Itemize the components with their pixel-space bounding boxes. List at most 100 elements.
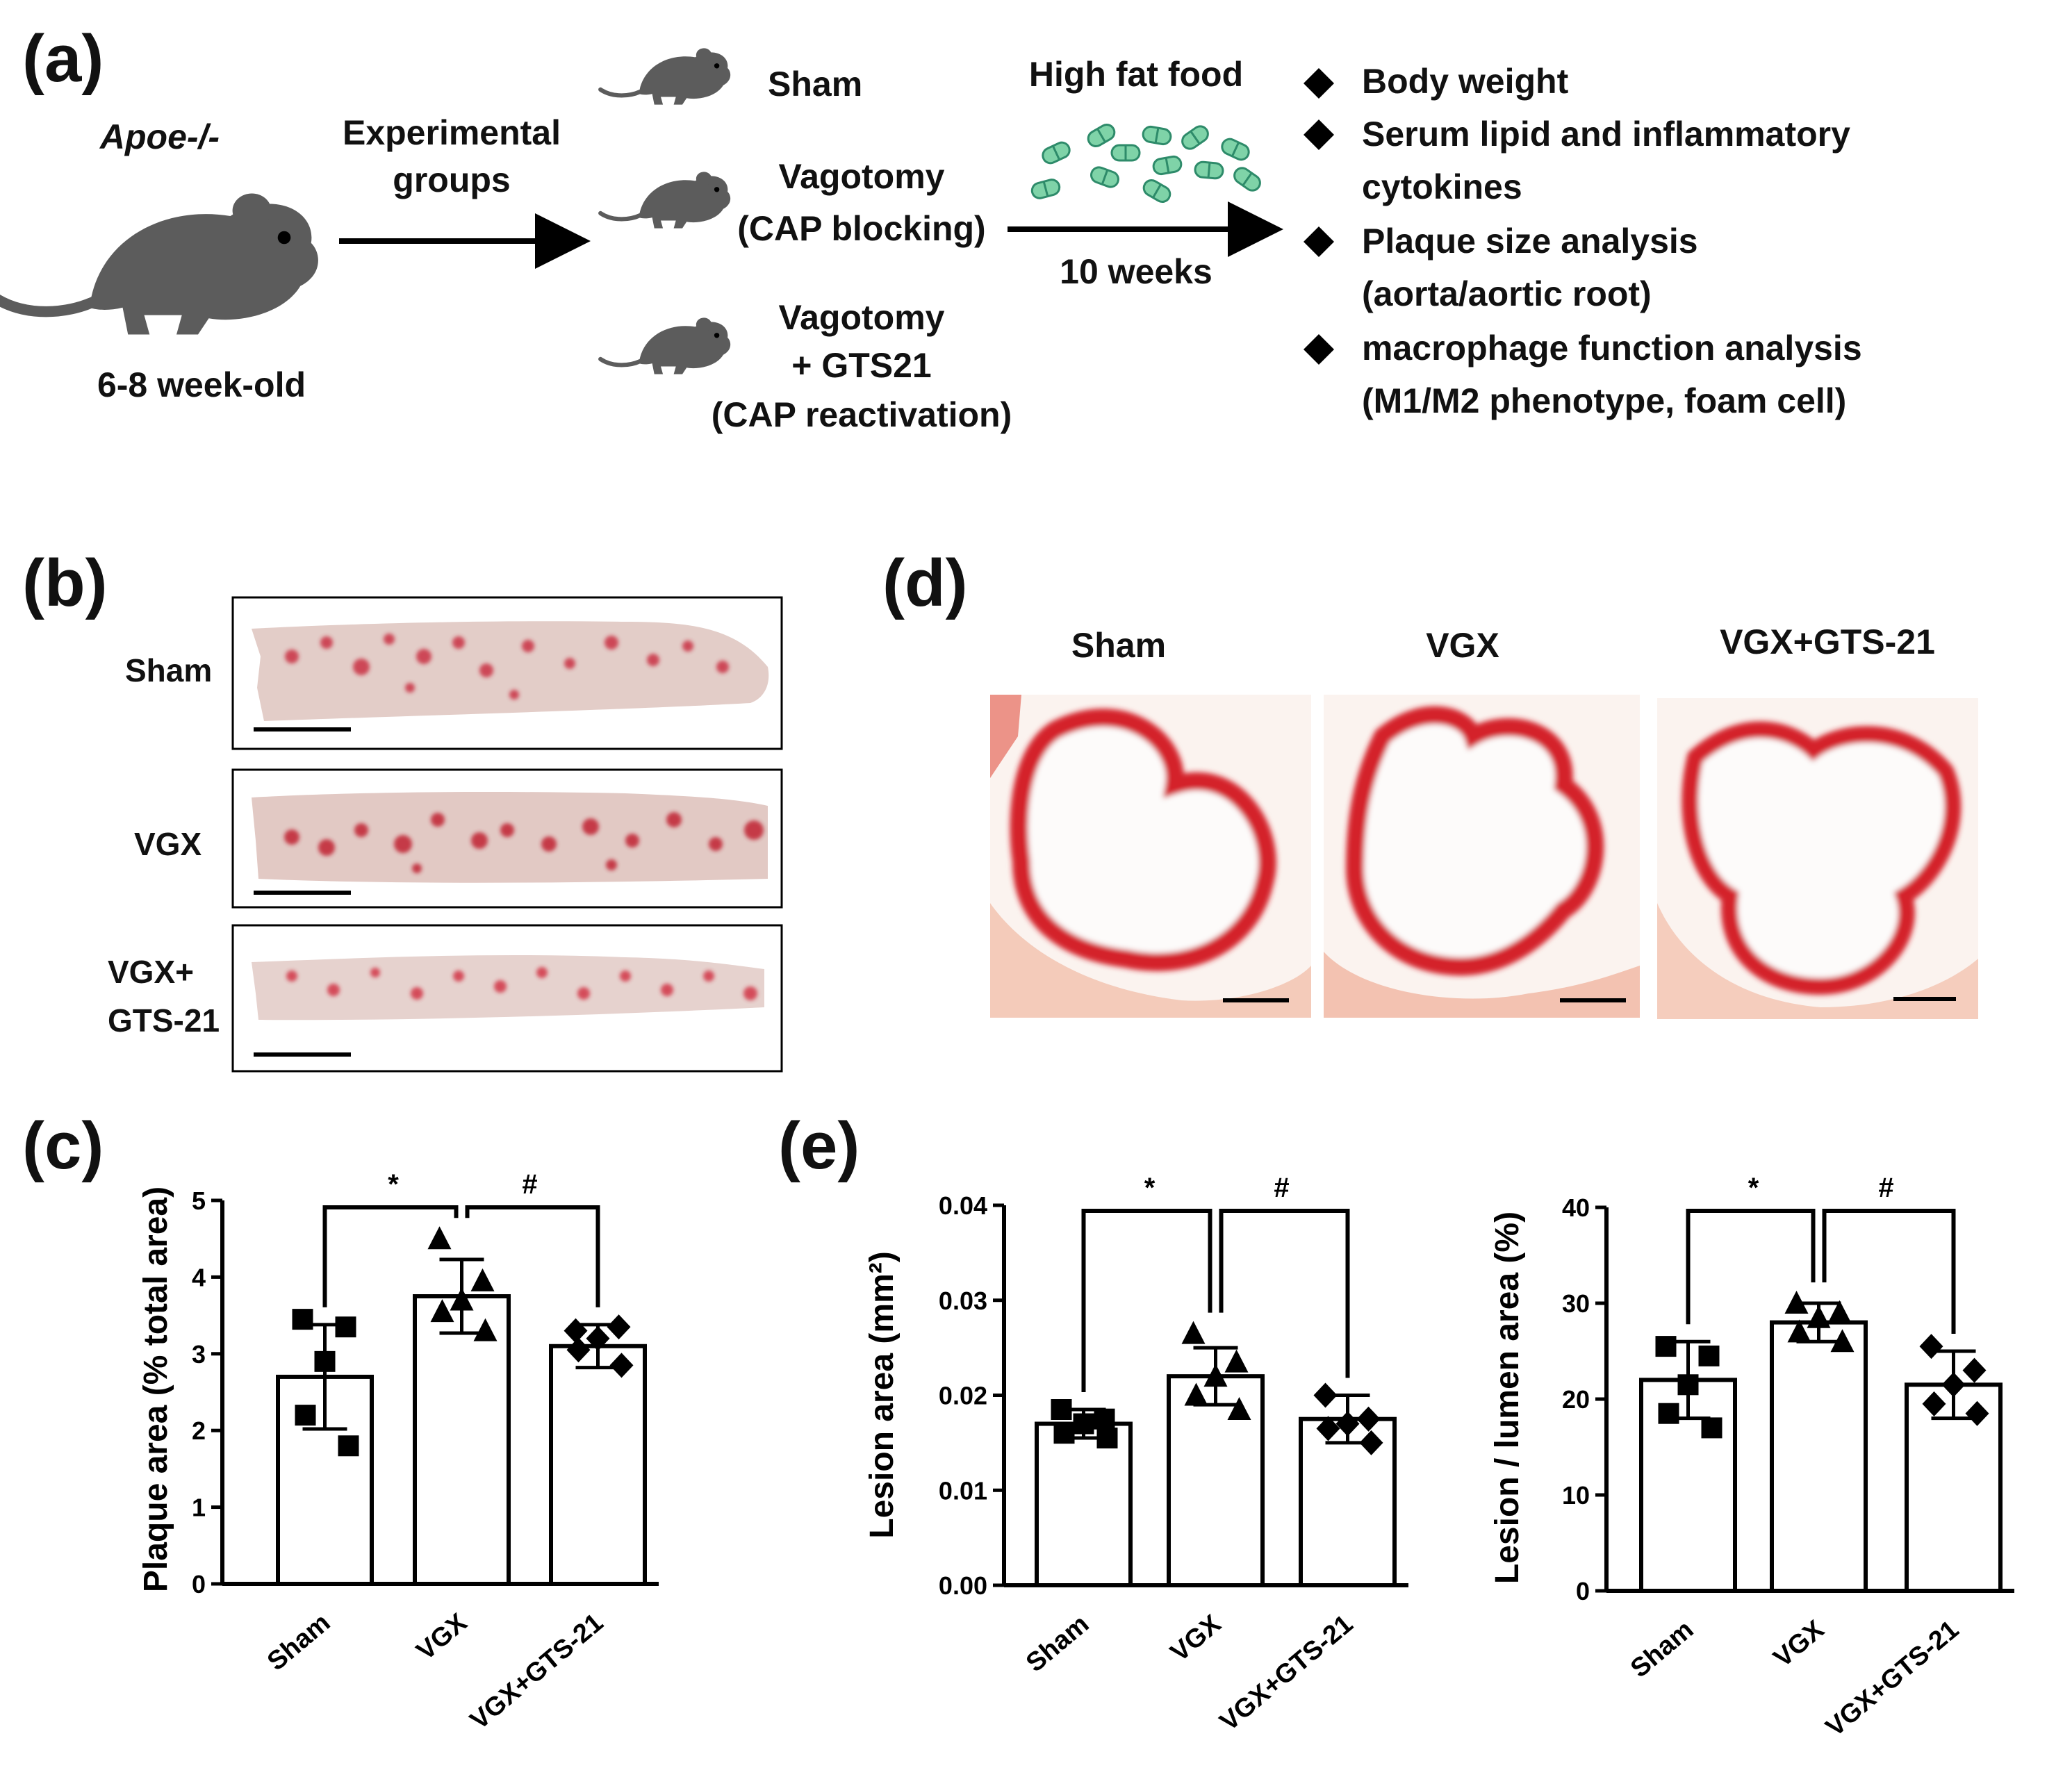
column-label-vgx: VGX bbox=[1426, 626, 1499, 665]
data-point-diamond bbox=[586, 1325, 610, 1351]
row-label-sham: Sham bbox=[125, 652, 213, 688]
data-point-diamond bbox=[1965, 1400, 1989, 1426]
y-axis-label: Lesion area (mm²) bbox=[864, 1251, 901, 1538]
data-point-square bbox=[314, 1350, 336, 1372]
data-point-triangle bbox=[470, 1268, 495, 1291]
y-tick-label: 5 bbox=[192, 1187, 206, 1215]
group-vagotomy-line1: Vagotomy bbox=[778, 157, 945, 196]
data-point-diamond bbox=[1335, 1411, 1360, 1437]
significance-bracket bbox=[322, 1205, 459, 1307]
data-point-square bbox=[1094, 1408, 1115, 1430]
data-point-square bbox=[295, 1405, 316, 1426]
panel-a-graphics bbox=[0, 0, 1334, 486]
data-point-triangle bbox=[450, 1287, 474, 1311]
bullet-diamond-icon bbox=[1304, 119, 1334, 150]
x-tick-label: VGX bbox=[411, 1607, 473, 1666]
data-point-triangle bbox=[1203, 1364, 1228, 1387]
significance-bracket bbox=[1081, 1209, 1212, 1393]
data-point-diamond bbox=[609, 1353, 634, 1378]
data-point-square bbox=[1698, 1345, 1720, 1366]
strain-label: Apoe-/- bbox=[99, 117, 220, 156]
outcome-4-line1: macrophage function analysis bbox=[1362, 329, 1862, 367]
y-tick-label: 0.02 bbox=[939, 1382, 987, 1410]
data-point-diamond bbox=[1919, 1334, 1943, 1359]
data-point-square bbox=[1655, 1336, 1677, 1357]
bullet-diamond-icon bbox=[1304, 334, 1334, 365]
x-tick-label: VGX bbox=[1768, 1614, 1830, 1673]
data-point-triangle bbox=[1830, 1329, 1855, 1353]
y-tick-label: 0 bbox=[1576, 1577, 1590, 1605]
x-tick-label: VGX+GTS-21 bbox=[465, 1608, 609, 1736]
y-tick-label: 0.00 bbox=[939, 1571, 987, 1600]
data-point-triangle bbox=[1827, 1300, 1852, 1323]
bar-vgx-gts-21 bbox=[549, 1344, 647, 1586]
data-point-triangle bbox=[1787, 1319, 1811, 1343]
outcome-1: Body weight bbox=[1362, 62, 1569, 101]
chart-c: 0 1 2 3 4 5 Plaque area (% total area) Sham VGXV… bbox=[138, 1169, 659, 1735]
chart-e1: 0.00 0.01 0.02 0.03 0.04 Lesion area (mm²) Sha… bbox=[864, 1173, 1408, 1737]
x-tick-label: VGX+GTS-21 bbox=[1215, 1610, 1358, 1737]
y-tick-label: 4 bbox=[192, 1263, 206, 1291]
outcome-4-line2: (M1/M2 phenotype, foam cell) bbox=[1362, 381, 1847, 420]
group-gts-line2: + GTS21 bbox=[791, 346, 932, 385]
significance-star: * bbox=[388, 1169, 399, 1200]
data-point-triangle bbox=[1184, 1382, 1208, 1406]
significance-bracket bbox=[1219, 1209, 1350, 1378]
data-point-diamond bbox=[1941, 1372, 1966, 1398]
outcome-2-line1: Serum lipid and inflammatory bbox=[1362, 115, 1850, 154]
significance-hash: # bbox=[1274, 1173, 1289, 1203]
data-point-triangle bbox=[473, 1318, 498, 1341]
data-point-triangle bbox=[1807, 1305, 1831, 1328]
x-tick-label: VGX bbox=[1165, 1609, 1227, 1667]
significance-hash: # bbox=[522, 1169, 537, 1200]
y-tick-label: 3 bbox=[192, 1340, 206, 1369]
data-point-square bbox=[338, 1435, 359, 1457]
panel-e-label: (e) bbox=[778, 1109, 860, 1183]
significance-star: * bbox=[1748, 1173, 1759, 1203]
row-label-vgx-gts-line2: GTS-21 bbox=[108, 1002, 220, 1039]
data-point-diamond bbox=[1922, 1391, 1946, 1416]
data-point-diamond bbox=[1356, 1406, 1381, 1432]
bar-vgx bbox=[1167, 1374, 1265, 1588]
age-label: 6-8 week-old bbox=[97, 365, 306, 404]
y-tick-label: 0.03 bbox=[939, 1287, 987, 1315]
panel-d-label: (d) bbox=[882, 546, 968, 620]
data-point-square bbox=[292, 1309, 313, 1330]
outcome-2-line2: cytokines bbox=[1362, 167, 1522, 206]
group-gts-line1: Vagotomy bbox=[778, 298, 945, 337]
group-sham: Sham bbox=[768, 65, 863, 104]
data-point-square bbox=[1677, 1374, 1699, 1396]
y-tick-label: 0.01 bbox=[939, 1476, 987, 1505]
data-point-square bbox=[1658, 1403, 1679, 1424]
data-point-square bbox=[1096, 1428, 1118, 1449]
significance-hash: # bbox=[1878, 1173, 1893, 1203]
chart-e2: 0 10 20 30 40 Lesion / lumen area (%) Sham VGXV… bbox=[1489, 1173, 2014, 1742]
x-tick-label: VGX+GTS-21 bbox=[1820, 1615, 1964, 1743]
arrow1-label-line1: Experimental bbox=[342, 113, 561, 152]
bar-sham bbox=[1035, 1421, 1133, 1587]
data-point-diamond bbox=[564, 1318, 588, 1344]
significance-bracket bbox=[1822, 1209, 1956, 1334]
data-point-triangle bbox=[430, 1299, 454, 1323]
group-gts-line3: (CAP reactivation) bbox=[711, 395, 1012, 434]
data-point-diamond bbox=[566, 1337, 591, 1363]
diet-label: High fat food bbox=[1028, 55, 1244, 94]
data-point-triangle bbox=[427, 1226, 452, 1250]
group-vagotomy-line2: (CAP blocking) bbox=[737, 209, 986, 248]
y-tick-label: 2 bbox=[192, 1416, 206, 1445]
y-tick-label: 0.04 bbox=[939, 1191, 987, 1220]
data-point-diamond bbox=[1316, 1416, 1340, 1441]
significance-bracket bbox=[465, 1205, 600, 1307]
row-label-vgx: VGX bbox=[134, 826, 202, 862]
data-point-triangle bbox=[1227, 1397, 1251, 1421]
data-point-diamond bbox=[607, 1314, 631, 1340]
data-point-triangle bbox=[1224, 1349, 1249, 1373]
y-tick-label: 1 bbox=[192, 1494, 206, 1522]
data-point-triangle bbox=[1784, 1291, 1809, 1314]
y-tick-label: 20 bbox=[1562, 1385, 1590, 1414]
y-tick-label: 40 bbox=[1562, 1193, 1590, 1222]
y-tick-label: 10 bbox=[1562, 1481, 1590, 1510]
y-tick-label: 0 bbox=[192, 1570, 206, 1598]
x-tick-label: Sham bbox=[1021, 1610, 1094, 1678]
data-point-square bbox=[1073, 1413, 1094, 1435]
